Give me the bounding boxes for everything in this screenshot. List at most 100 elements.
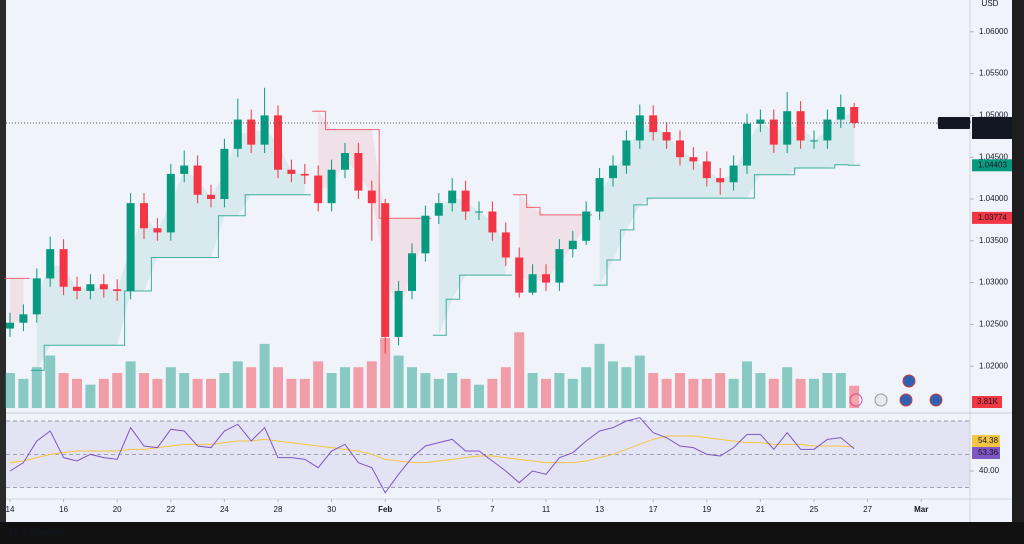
candle-body [448,190,457,204]
rsi-line [9,417,855,494]
event-icon [929,393,943,407]
x-tick-label: 21 [756,505,765,514]
x-tick-label: 25 [810,505,819,514]
candle-body [823,119,832,141]
x-tick-label: 30 [327,505,336,514]
logo-mark: 17 [8,527,18,537]
x-tick-label: 11 [542,505,551,514]
x-tick-label: 14 [6,505,15,514]
volume-bar [326,373,337,408]
candle-body [689,157,698,162]
volume-bar [5,373,15,408]
volume-bar [380,338,391,408]
volume-bar [755,373,766,408]
candle-body [461,190,470,212]
candle-body [555,249,564,283]
x-tick-label: 27 [863,505,872,514]
event-icons [849,374,943,407]
candle-body [287,169,296,174]
candle-body [86,284,95,291]
rsi-ma-box [972,435,1000,448]
candle-body [488,211,497,233]
candle-body [475,211,483,213]
rsi-box [972,447,1000,460]
volume-bar [259,343,270,408]
left-edge [0,0,6,522]
candle-body [783,111,792,145]
candle-body [300,173,309,176]
volume-bar [474,384,484,408]
candle-body [140,203,148,229]
volume-bar [849,385,860,408]
volume-bar [728,378,739,408]
candle-body [408,253,416,291]
candle-body [327,169,336,204]
volume-bar [165,367,176,408]
volume-bar [112,373,123,408]
supertrend-line [432,274,512,336]
volume-bar [273,367,283,408]
volume-bar [527,373,538,408]
symbol-box [938,116,970,129]
volume-bar [594,343,605,408]
x-tick-label: 20 [113,505,122,514]
candle-body [247,119,256,145]
volume-bar [581,367,592,408]
supertrend-line [593,164,861,286]
candle-body [515,257,524,293]
y-tick-label: 1.02000 [979,361,1008,370]
candle-body [233,119,242,149]
candle-body [367,190,376,204]
volume-bar [648,373,659,408]
volume-bar [313,361,324,408]
candle-body [274,115,282,170]
candle-body [220,148,229,199]
volume-bar [420,373,431,408]
candle-body [729,165,738,183]
x-tick-label: 17 [649,505,658,514]
volume-bar [31,367,42,408]
candle-body [622,140,631,166]
candle-body [542,274,550,283]
volume-bar [299,378,310,408]
volume-bar [701,378,712,408]
volume-bar [541,378,551,408]
x-tick-label: 16 [59,505,68,514]
volume-bar [835,373,846,408]
candle-body [46,249,55,279]
volume-bar [514,332,525,408]
footer-bar [0,522,1024,544]
volume-bar [125,361,136,408]
volume-bar [809,378,819,408]
x-tick-label: Feb [378,505,392,514]
countdown-label: 03:27:25 [978,128,1010,137]
candle-body [716,178,725,183]
volume-bar [407,367,417,408]
candle-body [609,165,617,179]
candle-body [421,215,430,254]
candle-body [207,194,215,199]
candle-body [810,140,818,142]
volume-bar [232,361,243,408]
x-tick-label: 19 [702,505,711,514]
candle-body [381,203,390,337]
x-tick-label: Mar [914,505,928,514]
volume-bar [608,361,618,408]
candle-body [59,249,68,287]
event-icon [902,374,916,388]
y-tick-label: 1.02500 [979,320,1008,329]
candle-body [836,107,845,120]
price-box [972,116,1012,139]
volume-bar [460,378,471,408]
volume-label-box [972,396,1002,408]
volume-bar [139,373,149,408]
y-tick-label: 1.06000 [979,27,1008,36]
trend-fill [10,278,24,326]
volume-bar [554,373,565,408]
candle-body [260,115,269,145]
volume-bar [206,378,216,408]
supertrend-line [513,194,593,216]
trend-fill [36,130,305,371]
volume-bar [782,367,793,408]
